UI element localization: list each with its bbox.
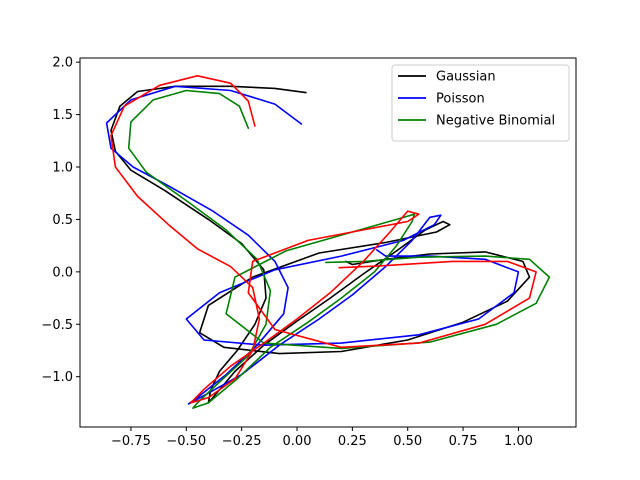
x-axis: −0.75 −0.50 −0.25 0.00 0.25 0.50 0.75 1.00 xyxy=(111,427,533,449)
x-tick-label: 0.50 xyxy=(393,434,422,449)
y-tick-label: 2.0 xyxy=(52,56,73,71)
x-tick-label: −0.25 xyxy=(222,434,262,449)
y-axis: −1.0 −0.5 0.0 0.5 1.0 1.5 2.0 xyxy=(41,56,80,385)
series-line-negative-binomial xyxy=(127,89,551,409)
x-tick-label: −0.75 xyxy=(111,434,151,449)
y-tick-label: −1.0 xyxy=(41,370,73,385)
y-tick-label: 0.0 xyxy=(52,265,73,280)
y-tick-label: −0.5 xyxy=(41,318,73,333)
y-tick-label: 1.5 xyxy=(52,108,73,123)
legend: Gaussian Poisson Negative Binomial xyxy=(391,64,570,142)
y-tick-label: 1.0 xyxy=(52,161,73,176)
legend-label: Gaussian xyxy=(436,70,496,85)
x-tick-label: −0.50 xyxy=(166,434,206,449)
plot-area xyxy=(105,75,551,409)
x-tick-label: 0.75 xyxy=(449,434,478,449)
x-tick-label: 1.00 xyxy=(504,434,533,449)
x-tick-label: 0.00 xyxy=(283,434,312,449)
legend-label: Poisson xyxy=(436,92,485,107)
x-tick-label: 0.25 xyxy=(338,434,367,449)
legend-box xyxy=(391,64,570,142)
y-tick-label: 0.5 xyxy=(52,213,73,228)
legend-label: Negative Binomial xyxy=(436,114,555,129)
series-line-unlabeled-3 xyxy=(110,75,537,404)
axes-frame xyxy=(79,57,577,428)
series-line-poisson xyxy=(105,85,520,405)
series-line-gaussian xyxy=(110,85,531,404)
